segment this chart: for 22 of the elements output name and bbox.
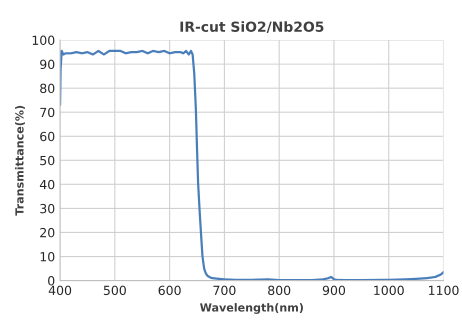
x-tick-label: 400 xyxy=(48,286,72,296)
x-tick-label: 900 xyxy=(322,286,346,296)
y-tick-label: 100 xyxy=(32,36,54,46)
x-axis-title: Wavelength(nm) xyxy=(200,303,303,314)
x-tick-label: 800 xyxy=(268,286,290,296)
x-tick-label: 500 xyxy=(104,286,126,296)
y-tick-label: 70 xyxy=(40,108,54,118)
y-tick-label: 90 xyxy=(40,60,54,70)
y-axis-title: Transmittance(%) xyxy=(15,106,25,216)
y-tick-label: 40 xyxy=(40,180,54,190)
y-tick-label: 80 xyxy=(40,84,54,94)
x-tick-label: 1000 xyxy=(374,286,404,296)
y-tick-label: 20 xyxy=(40,228,54,238)
y-tick-label: 60 xyxy=(40,132,54,142)
y-tick-label: 50 xyxy=(40,156,54,166)
y-tick-label: 30 xyxy=(40,204,54,214)
x-tick-label: 600 xyxy=(158,286,181,296)
y-tick-label: 0 xyxy=(48,276,54,286)
y-tick-label: 10 xyxy=(40,252,54,262)
x-tick-label: 1100 xyxy=(428,286,459,296)
x-tick-label: 700 xyxy=(213,286,236,296)
chart-title: IR-cut SiO2/Nb2O5 xyxy=(180,21,324,34)
